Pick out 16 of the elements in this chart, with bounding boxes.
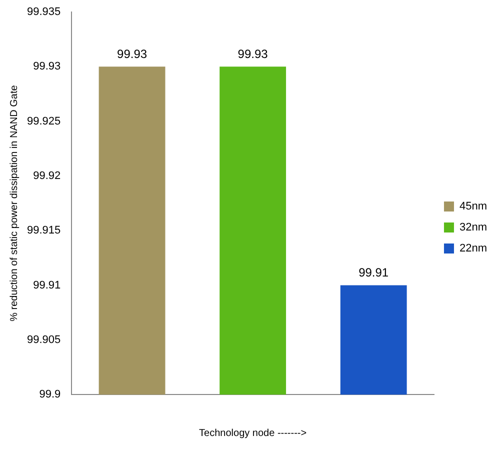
y-tick-label: 99.91 xyxy=(33,279,61,292)
y-tick-label: 99.915 xyxy=(26,224,61,237)
y-tick-label: 99.925 xyxy=(26,115,61,128)
legend-label: 22nm xyxy=(459,242,488,255)
data-label: 99.91 xyxy=(358,266,389,280)
y-tick-label: 99.935 xyxy=(26,6,61,18)
legend-label: 45nm xyxy=(459,200,488,213)
data-label: 99.93 xyxy=(117,46,148,61)
y-axis-title: % reduction of static power dissipation in NAND Gate xyxy=(8,84,20,322)
y-tick-label: 99.905 xyxy=(26,334,61,346)
x-axis-title: Technology node -------> xyxy=(199,428,307,439)
y-tick-label: 99.92 xyxy=(33,170,61,182)
data-label: 99.93 xyxy=(238,46,268,61)
y-tick-label: 99.9 xyxy=(39,388,61,401)
y-tick-label: 99.93 xyxy=(33,60,61,73)
legend-label: 32nm xyxy=(459,222,488,234)
